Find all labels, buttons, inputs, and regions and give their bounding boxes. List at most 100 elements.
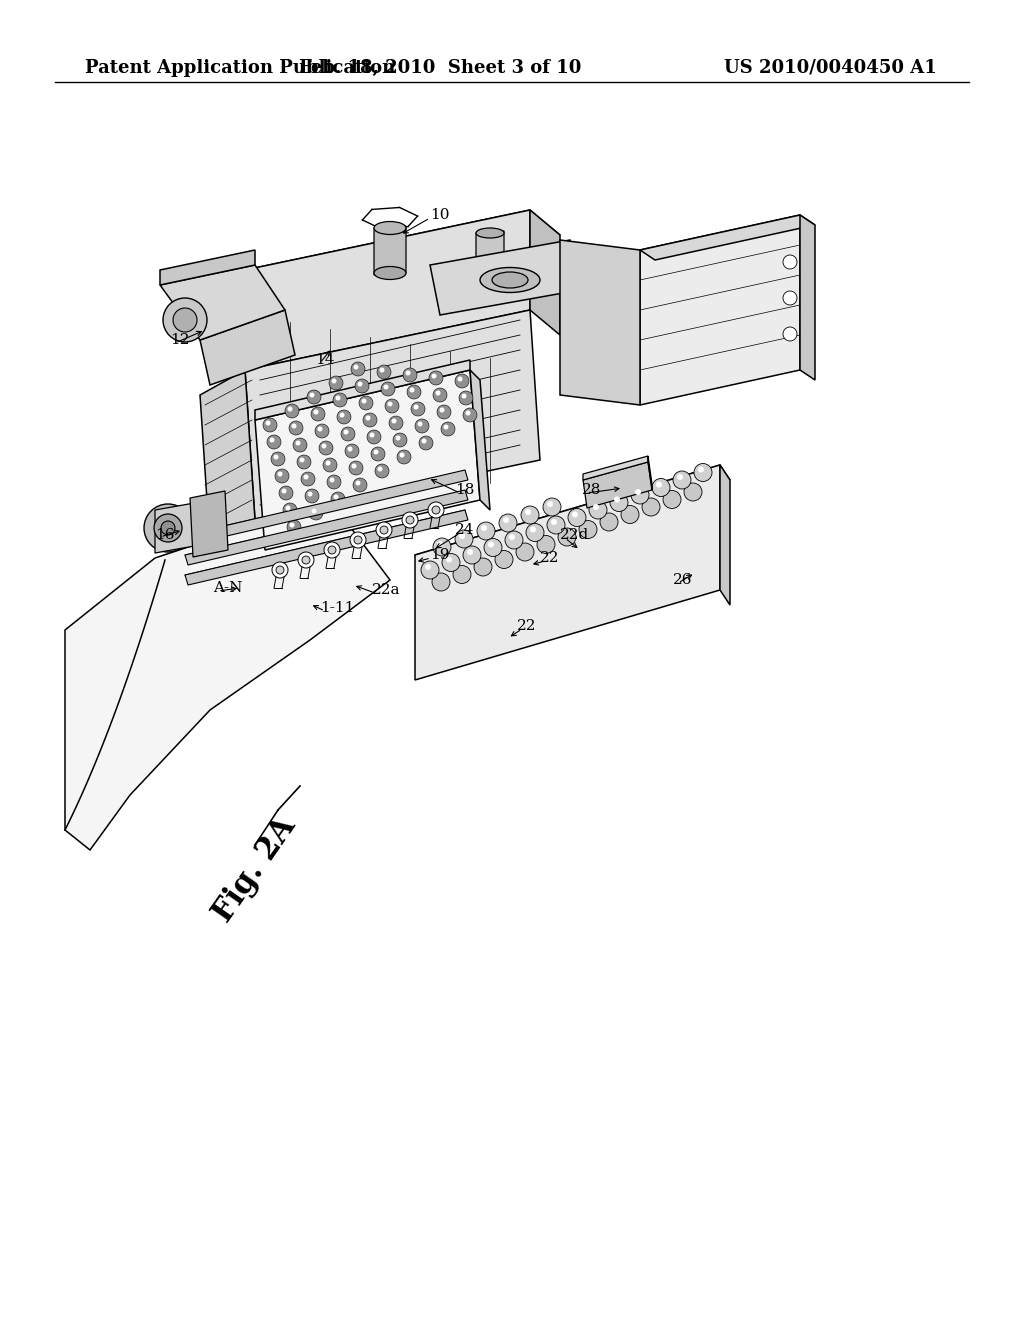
Circle shape (311, 508, 316, 513)
Circle shape (783, 255, 797, 269)
Text: 10: 10 (430, 209, 450, 222)
Circle shape (278, 471, 283, 477)
Circle shape (391, 418, 396, 424)
Circle shape (525, 510, 531, 515)
Circle shape (673, 471, 691, 488)
Circle shape (289, 421, 303, 436)
Circle shape (163, 298, 207, 342)
Text: 28: 28 (582, 483, 601, 498)
Circle shape (384, 384, 388, 389)
Circle shape (783, 290, 797, 305)
Polygon shape (185, 490, 468, 565)
Circle shape (302, 556, 310, 564)
Polygon shape (160, 265, 285, 341)
Circle shape (341, 426, 355, 441)
Circle shape (296, 441, 300, 446)
Circle shape (292, 424, 297, 429)
Circle shape (288, 407, 293, 412)
Circle shape (458, 376, 463, 381)
Circle shape (443, 425, 449, 429)
Circle shape (340, 412, 344, 417)
Circle shape (299, 458, 304, 462)
Circle shape (446, 557, 452, 562)
Circle shape (516, 543, 534, 561)
Text: 24: 24 (455, 523, 474, 537)
Circle shape (297, 455, 311, 469)
Circle shape (353, 478, 367, 492)
Circle shape (399, 453, 404, 458)
Circle shape (370, 433, 375, 437)
Circle shape (694, 463, 712, 482)
Circle shape (684, 483, 702, 502)
Polygon shape (190, 491, 228, 557)
Circle shape (287, 520, 301, 535)
Circle shape (350, 532, 366, 548)
Circle shape (328, 546, 336, 554)
Text: 12: 12 (170, 333, 189, 347)
Text: 22a: 22a (372, 583, 400, 597)
Circle shape (698, 466, 705, 473)
Circle shape (331, 492, 345, 506)
Circle shape (428, 502, 444, 517)
Circle shape (455, 531, 473, 548)
Circle shape (387, 401, 392, 407)
Polygon shape (560, 240, 640, 405)
Circle shape (361, 399, 367, 404)
Text: Patent Application Publication: Patent Application Publication (85, 59, 395, 77)
Ellipse shape (374, 222, 406, 235)
Circle shape (144, 504, 193, 552)
Circle shape (477, 521, 495, 540)
Polygon shape (185, 510, 468, 585)
Circle shape (351, 362, 365, 376)
Circle shape (407, 385, 421, 399)
Polygon shape (65, 500, 390, 850)
Text: 14: 14 (315, 352, 335, 367)
Circle shape (367, 430, 381, 444)
Circle shape (377, 366, 391, 379)
Circle shape (459, 533, 465, 539)
Polygon shape (255, 370, 480, 550)
Polygon shape (640, 215, 815, 260)
Polygon shape (476, 231, 504, 279)
Circle shape (393, 433, 407, 447)
Circle shape (307, 389, 321, 404)
Ellipse shape (492, 272, 528, 288)
Circle shape (415, 418, 429, 433)
Text: 1-11: 1-11 (319, 601, 354, 615)
Circle shape (442, 553, 460, 572)
Circle shape (355, 379, 369, 393)
Ellipse shape (374, 267, 406, 280)
Circle shape (385, 399, 399, 413)
Circle shape (410, 388, 415, 392)
Circle shape (380, 525, 388, 535)
Circle shape (380, 367, 384, 372)
Circle shape (378, 466, 383, 471)
Circle shape (488, 541, 494, 548)
Circle shape (547, 502, 553, 507)
Circle shape (283, 503, 297, 517)
Polygon shape (720, 465, 730, 605)
Circle shape (397, 450, 411, 465)
Circle shape (499, 513, 517, 532)
Circle shape (431, 374, 436, 379)
Polygon shape (470, 370, 490, 510)
Circle shape (374, 450, 379, 454)
Circle shape (435, 391, 440, 396)
Text: 26: 26 (673, 573, 692, 587)
Circle shape (462, 393, 467, 399)
Circle shape (593, 504, 599, 510)
Polygon shape (160, 249, 255, 285)
Circle shape (354, 536, 362, 544)
Circle shape (600, 513, 618, 531)
Circle shape (463, 546, 481, 564)
Polygon shape (245, 210, 530, 370)
Circle shape (298, 552, 314, 568)
Circle shape (429, 371, 443, 385)
Circle shape (521, 506, 539, 524)
Circle shape (481, 525, 487, 531)
Circle shape (459, 391, 473, 405)
Circle shape (355, 480, 360, 486)
Circle shape (677, 474, 683, 480)
Polygon shape (640, 215, 800, 405)
Circle shape (305, 488, 319, 503)
